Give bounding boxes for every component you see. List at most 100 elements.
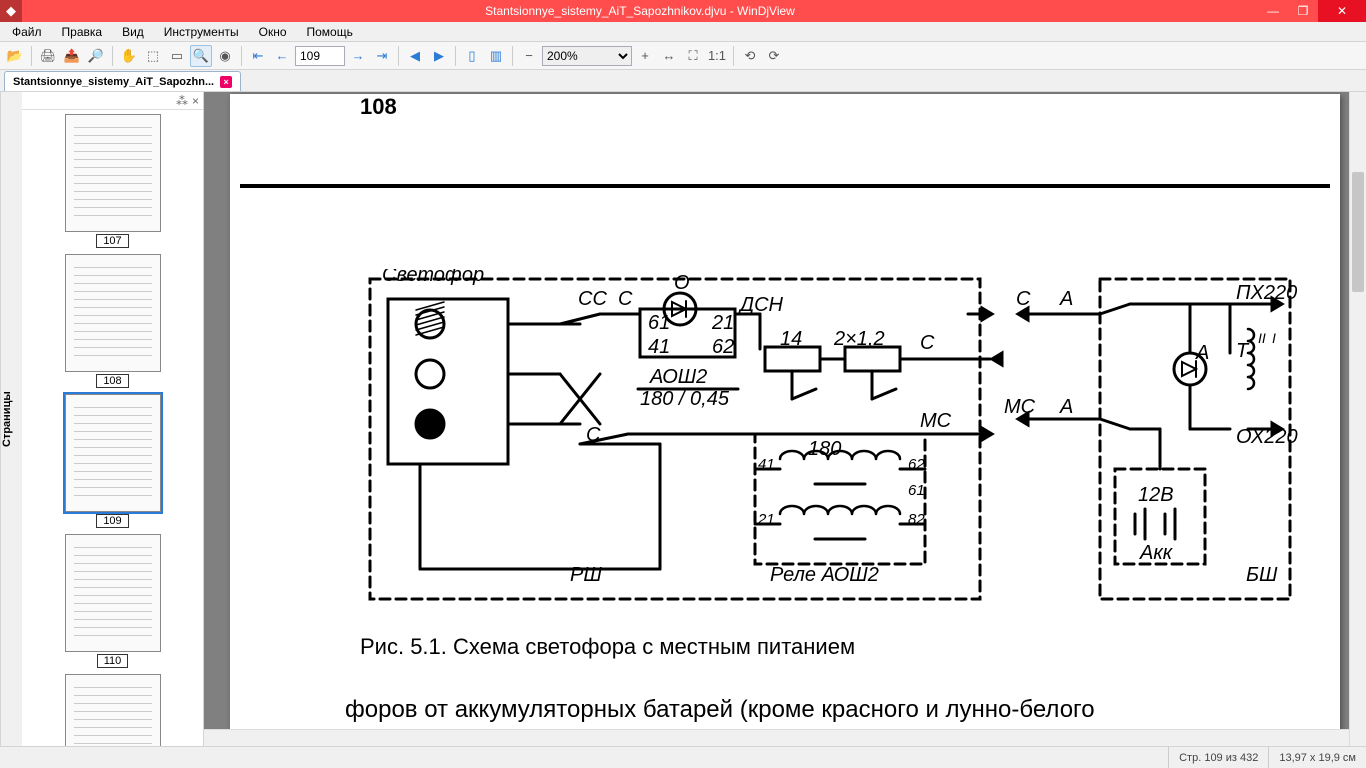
vertical-scrollbar[interactable]	[1349, 92, 1366, 746]
svg-text:14: 14	[780, 328, 802, 350]
circuit-diagram: СветофорССС6121ОДСН4162АОШ2180 / 0,45142…	[360, 269, 1300, 614]
last-page-icon[interactable]: ⇥	[371, 45, 393, 67]
rect-select-icon[interactable]: ▭	[166, 45, 188, 67]
svg-text:С: С	[586, 424, 601, 446]
menu-help[interactable]: Помощь	[299, 23, 361, 41]
fit-page-icon[interactable]: ⛶	[682, 45, 704, 67]
thumbs-options-icon[interactable]: ⁂	[176, 94, 188, 108]
nav-back-icon[interactable]: ◀	[404, 45, 426, 67]
horizontal-scrollbar[interactable]	[204, 729, 1349, 746]
separator	[112, 46, 113, 66]
single-page-icon[interactable]: ▯	[461, 45, 483, 67]
svg-text:61: 61	[648, 312, 670, 334]
svg-text:А: А	[1059, 396, 1073, 418]
separator	[31, 46, 32, 66]
svg-text:С: С	[1016, 288, 1031, 310]
thumbnail-page	[65, 114, 161, 232]
svg-text:180: 180	[808, 438, 841, 460]
svg-text:II: II	[1258, 330, 1266, 346]
separator	[455, 46, 456, 66]
separator	[512, 46, 513, 66]
first-page-icon[interactable]: ⇤	[247, 45, 269, 67]
svg-text:Светофор: Светофор	[382, 269, 484, 286]
svg-text:12В: 12В	[1138, 484, 1174, 506]
rotate-left-icon[interactable]: ⟲	[739, 45, 761, 67]
thumbnail-label: 108	[96, 374, 128, 388]
menu-window[interactable]: Окно	[251, 23, 295, 41]
svg-text:С: С	[618, 288, 633, 310]
menubar: Файл Правка Вид Инструменты Окно Помощь	[0, 22, 1366, 42]
svg-text:82: 82	[908, 511, 925, 528]
open-icon[interactable]: 📂	[4, 45, 26, 67]
scroll-thumb[interactable]	[1352, 172, 1364, 292]
svg-text:СС: СС	[578, 288, 607, 310]
loupe-tool-icon[interactable]: ◉	[214, 45, 236, 67]
toolbar: 📂 🖨 📤 🔎 ✋ ⬚ ▭ 🔍 ◉ ⇤ ← → ⇥ ◀ ▶ ▯ ▥ − 200%…	[0, 42, 1366, 70]
zoom-tool-icon[interactable]: 🔍	[190, 45, 212, 67]
thumbnail[interactable]: 111	[65, 674, 161, 746]
titlebar: ◆ Stantsionnye_sistemy_AiT_Sapozhnikov.d…	[0, 0, 1366, 22]
prev-page-icon[interactable]: ←	[271, 45, 293, 67]
svg-text:Реле АОШ2: Реле АОШ2	[770, 564, 879, 586]
svg-text:С: С	[920, 332, 935, 354]
continuous-icon[interactable]: ▥	[485, 45, 507, 67]
sidebar-tab-pages[interactable]: Страницы	[0, 92, 22, 746]
rotate-right-icon[interactable]: ⟳	[763, 45, 785, 67]
svg-text:А: А	[1195, 342, 1209, 364]
separator	[241, 46, 242, 66]
thumbnail[interactable]: 108	[65, 254, 161, 388]
page-number-top: 108	[360, 94, 397, 120]
thumbnail[interactable]: 107	[65, 114, 161, 248]
separator	[733, 46, 734, 66]
zoom-out-icon[interactable]: −	[518, 45, 540, 67]
print-icon[interactable]: 🖨	[37, 45, 59, 67]
thumbnail[interactable]: 109	[65, 394, 161, 528]
svg-text:41: 41	[648, 336, 670, 358]
select-tool-icon[interactable]: ⬚	[142, 45, 164, 67]
menu-edit[interactable]: Правка	[54, 23, 111, 41]
svg-text:180 / 0,45: 180 / 0,45	[640, 388, 730, 410]
thumbnail[interactable]: 110	[65, 534, 161, 668]
thumbnail-label: 109	[96, 514, 128, 528]
document-viewport[interactable]: 108 СветофорССС6121ОДСН4162АОШ2180 / 0,4…	[204, 92, 1366, 746]
page-rule	[240, 184, 1330, 188]
tabbar: Stantsionnye_sistemy_AiT_Sapozhn... ×	[0, 70, 1366, 92]
page-input[interactable]	[295, 46, 345, 66]
svg-text:БШ: БШ	[1246, 564, 1278, 586]
svg-text:МС: МС	[920, 410, 952, 432]
actual-size-icon[interactable]: 1:1	[706, 45, 728, 67]
svg-text:А: А	[1059, 288, 1073, 310]
status-coords: 13,97 x 19,9 см	[1268, 747, 1366, 768]
zoom-select[interactable]: 200%	[542, 46, 632, 66]
menu-tools[interactable]: Инструменты	[156, 23, 247, 41]
hand-tool-icon[interactable]: ✋	[118, 45, 140, 67]
svg-text:62: 62	[712, 336, 734, 358]
document-tab[interactable]: Stantsionnye_sistemy_AiT_Sapozhn... ×	[4, 71, 241, 91]
svg-text:21: 21	[711, 312, 734, 334]
maximize-button[interactable]: ❐	[1288, 0, 1318, 22]
statusbar: Стр. 109 из 432 13,97 x 19,9 см	[0, 746, 1366, 768]
svg-text:Акк: Акк	[1139, 542, 1174, 564]
svg-text:ОХ220: ОХ220	[1236, 426, 1298, 448]
search-icon[interactable]: 🔎	[85, 45, 107, 67]
close-button[interactable]: ✕	[1318, 0, 1366, 22]
main-area: Страницы ⁂ × 107 108 109 110111 108 Светофо…	[0, 92, 1366, 746]
menu-view[interactable]: Вид	[114, 23, 152, 41]
thumbnail-page	[65, 674, 161, 746]
menu-file[interactable]: Файл	[4, 23, 50, 41]
tab-label: Stantsionnye_sistemy_AiT_Sapozhn...	[13, 76, 214, 88]
fit-width-icon[interactable]: ↔	[658, 45, 680, 67]
window-title: Stantsionnye_sistemy_AiT_Sapozhnikov.djv…	[22, 4, 1258, 18]
zoom-in-icon[interactable]: +	[634, 45, 656, 67]
figure-caption: Рис. 5.1. Схема светофора с местным пита…	[360, 634, 855, 660]
svg-text:ДСН: ДСН	[738, 294, 784, 316]
minimize-button[interactable]: —	[1258, 0, 1288, 22]
svg-text:62: 62	[908, 456, 925, 473]
thumbnails-panel: ⁂ × 107 108 109 110111	[22, 92, 204, 746]
tab-close-icon[interactable]: ×	[220, 76, 232, 88]
next-page-icon[interactable]: →	[347, 45, 369, 67]
export-icon[interactable]: 📤	[61, 45, 83, 67]
nav-fwd-icon[interactable]: ▶	[428, 45, 450, 67]
thumbs-close-icon[interactable]: ×	[192, 94, 199, 108]
svg-text:АОШ2: АОШ2	[649, 366, 707, 388]
